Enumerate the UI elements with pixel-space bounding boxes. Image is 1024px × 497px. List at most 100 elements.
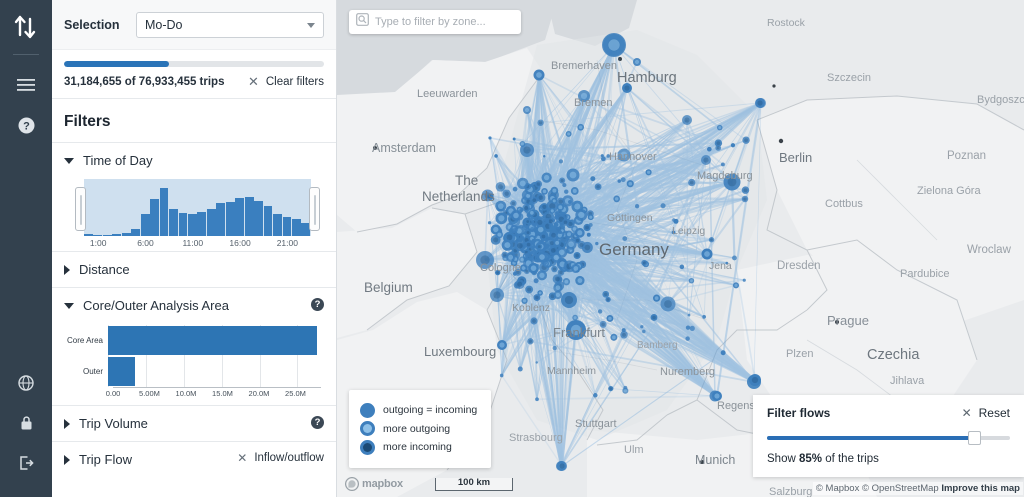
flow-node[interactable] — [529, 226, 535, 232]
flow-node[interactable] — [715, 145, 722, 151]
flow-node[interactable] — [561, 292, 577, 308]
flow-node[interactable] — [573, 251, 581, 260]
flow-node[interactable] — [565, 236, 570, 241]
flow-node[interactable] — [488, 136, 492, 140]
flow-node[interactable] — [524, 268, 530, 275]
flow-node[interactable] — [620, 331, 628, 339]
flow-node[interactable] — [564, 189, 569, 194]
map-canvas[interactable]: Leeuwarden Bremerhaven Rostock Hamburg Szcze… — [337, 0, 1024, 497]
flow-node[interactable] — [606, 154, 611, 158]
flow-node[interactable] — [672, 218, 676, 222]
flow-node[interactable] — [725, 261, 729, 265]
clear-filters-button[interactable]: ✕ Clear filters — [248, 75, 324, 88]
filter-flows-reset-button[interactable]: ✕ Reset — [962, 406, 1010, 420]
flow-node[interactable] — [640, 325, 644, 329]
flow-node[interactable] — [634, 204, 640, 209]
flow-node[interactable] — [720, 162, 725, 167]
logo-icon[interactable] — [11, 12, 41, 42]
flow-node[interactable] — [558, 159, 563, 164]
menu-icon[interactable] — [9, 70, 43, 100]
flow-node[interactable] — [557, 269, 565, 276]
flow-node[interactable] — [534, 217, 545, 228]
flow-node[interactable] — [600, 156, 606, 162]
flow-node[interactable] — [499, 373, 504, 378]
flow-node[interactable] — [642, 329, 646, 334]
flow-node[interactable] — [594, 183, 602, 191]
flow-node[interactable] — [583, 223, 591, 232]
section-header-trip-volume[interactable]: Trip Volume ? — [64, 416, 324, 431]
brush-handle-left[interactable] — [75, 187, 86, 231]
section-header-trip-flow[interactable]: Trip Flow ✕ Inflow/outflow — [64, 452, 324, 467]
flow-node[interactable] — [732, 255, 737, 261]
time-of-day-histogram[interactable]: 1:00 6:00 11:00 16:00 21:00 — [64, 179, 324, 251]
flow-node[interactable] — [593, 393, 598, 398]
flow-node[interactable] — [537, 215, 541, 220]
mapbox-logo[interactable]: mapbox — [345, 477, 403, 491]
flow-node[interactable] — [512, 186, 518, 192]
flow-node[interactable] — [531, 222, 537, 227]
flow-node[interactable] — [577, 240, 586, 249]
flow-node[interactable] — [749, 374, 761, 386]
zone-filter-input[interactable] — [375, 16, 514, 28]
zone-filter-box[interactable] — [349, 10, 521, 34]
flow-node[interactable] — [741, 195, 749, 203]
filter-flows-slider[interactable] — [767, 431, 1010, 445]
improve-map-link[interactable]: Improve this map — [941, 483, 1020, 494]
flow-node[interactable] — [502, 189, 511, 198]
flow-node[interactable] — [708, 237, 715, 243]
flow-node[interactable] — [742, 136, 750, 144]
flow-node[interactable] — [512, 227, 519, 233]
flow-node[interactable] — [586, 232, 591, 237]
flow-node[interactable] — [546, 217, 555, 226]
flow-node[interactable] — [525, 229, 532, 236]
flow-node[interactable] — [689, 325, 695, 331]
flow-node[interactable] — [525, 285, 534, 294]
slider-knob[interactable] — [967, 431, 981, 445]
flow-node[interactable] — [555, 210, 559, 215]
help-icon[interactable]: ? — [9, 110, 43, 140]
flow-node[interactable] — [539, 232, 548, 241]
flow-node[interactable] — [597, 309, 603, 314]
flow-node[interactable] — [701, 155, 711, 165]
flow-node[interactable] — [562, 183, 567, 188]
flow-node[interactable] — [542, 261, 547, 266]
flow-node[interactable] — [525, 240, 533, 249]
flow-node[interactable] — [720, 350, 726, 356]
flow-node[interactable] — [535, 361, 538, 364]
flow-node[interactable] — [525, 253, 530, 258]
flow-node[interactable] — [546, 207, 551, 212]
help-icon[interactable]: ? — [311, 298, 324, 311]
flow-node[interactable] — [545, 219, 549, 224]
flow-node[interactable] — [509, 227, 514, 233]
flow-node[interactable] — [558, 246, 562, 250]
flow-node[interactable] — [534, 180, 543, 188]
flow-node[interactable] — [512, 271, 517, 276]
section-header-core-outer[interactable]: Core/Outer Analysis Area ? — [64, 298, 324, 313]
flow-node[interactable] — [495, 181, 506, 192]
flow-node[interactable] — [543, 155, 546, 158]
flow-node[interactable] — [742, 278, 746, 282]
flow-node[interactable] — [641, 259, 648, 266]
flow-node[interactable] — [702, 315, 706, 319]
flow-node[interactable] — [561, 218, 570, 226]
flow-node[interactable] — [650, 314, 658, 321]
flow-node[interactable] — [537, 119, 544, 126]
flow-node[interactable] — [535, 397, 539, 402]
flow-node[interactable] — [590, 176, 596, 182]
flow-node[interactable] — [519, 235, 525, 240]
flow-node[interactable] — [622, 236, 628, 242]
flow-node[interactable] — [495, 269, 501, 276]
flow-node[interactable] — [481, 189, 494, 202]
flow-node[interactable] — [531, 238, 536, 244]
flow-node[interactable] — [558, 230, 563, 234]
flow-node[interactable] — [730, 143, 736, 148]
flow-node[interactable] — [685, 336, 690, 341]
flow-node[interactable] — [530, 317, 538, 325]
flow-node[interactable] — [557, 461, 567, 471]
flow-node[interactable] — [685, 325, 691, 330]
inflow-outflow-button[interactable]: ✕ Inflow/outflow — [237, 452, 324, 464]
flow-node[interactable] — [536, 243, 543, 250]
flow-node[interactable] — [554, 215, 559, 220]
flow-node[interactable] — [548, 230, 559, 240]
flow-node[interactable] — [553, 222, 559, 228]
